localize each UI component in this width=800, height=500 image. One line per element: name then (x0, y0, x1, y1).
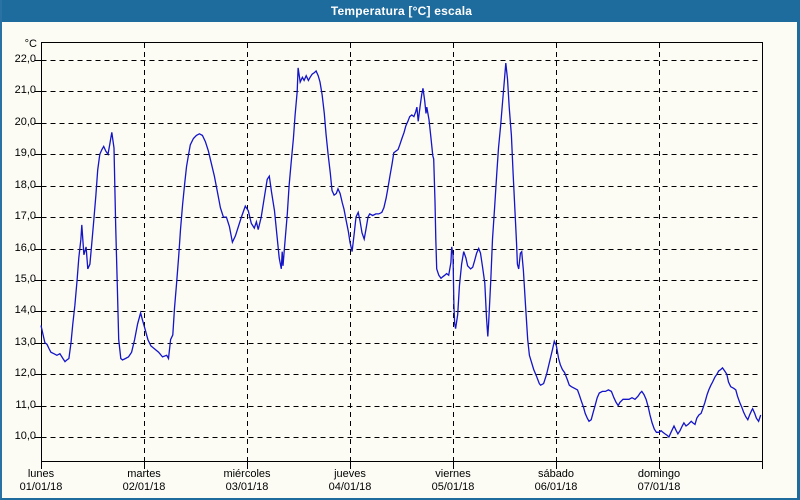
x-tick-label-jueves: jueves 04/01/18 (308, 468, 392, 494)
day-date: 06/01/18 (534, 481, 578, 493)
y-tick-label: 21,0 (14, 84, 36, 97)
day-date: 04/01/18 (328, 481, 372, 493)
y-tick-label: 12,0 (14, 367, 36, 380)
day-name: miércoles (223, 468, 271, 480)
x-tick-label-martes: martes 02/01/18 (102, 468, 186, 494)
day-name: sábado (537, 468, 575, 480)
day-name: domingo (637, 468, 681, 480)
y-tick-label: 19,0 (14, 147, 36, 160)
day-date: 02/01/18 (122, 481, 166, 493)
y-tick-label: 11,0 (15, 398, 36, 411)
y-tick-label: 20,0 (14, 115, 36, 128)
day-date: 07/01/18 (637, 481, 681, 493)
y-tick-label: 22,0 (14, 53, 36, 65)
plot-border (41, 42, 763, 462)
y-tick-label: 10,0 (14, 430, 36, 442)
y-tick-label: 18,0 (14, 178, 36, 191)
x-tick-label-lunes: lunes 01/01/18 (2, 468, 83, 494)
day-name: martes (127, 468, 161, 480)
temperature-series-line (40, 63, 762, 439)
day-date: 05/01/18 (431, 481, 475, 493)
chart-title-bar: Temperatura [°C] escala (2, 0, 797, 22)
y-tick-label: 15,0 (14, 272, 36, 285)
y-tick-label: 17,0 (14, 210, 36, 223)
x-tick-label-sábado: sábado 06/01/18 (514, 468, 598, 494)
day-name: lunes (27, 468, 55, 480)
temperature-line-chart (35, 42, 763, 469)
x-tick-label-miércoles: miércoles 03/01/18 (205, 468, 289, 494)
y-tick-label: 16,0 (14, 241, 36, 254)
x-tick-label-viernes: viernes 05/01/18 (411, 468, 495, 494)
x-tick-label-domingo: domingo 07/01/18 (617, 468, 701, 494)
y-axis-unit-label: °C (24, 38, 37, 50)
y-tick-label: 14,0 (14, 304, 36, 317)
day-name: jueves (334, 468, 366, 480)
day-name: viernes (435, 468, 471, 480)
day-date: 01/01/18 (19, 481, 63, 493)
chart-title: Temperatura [°C] escala (330, 4, 473, 18)
day-date: 03/01/18 (225, 481, 269, 493)
y-tick-label: 13,0 (14, 335, 36, 348)
